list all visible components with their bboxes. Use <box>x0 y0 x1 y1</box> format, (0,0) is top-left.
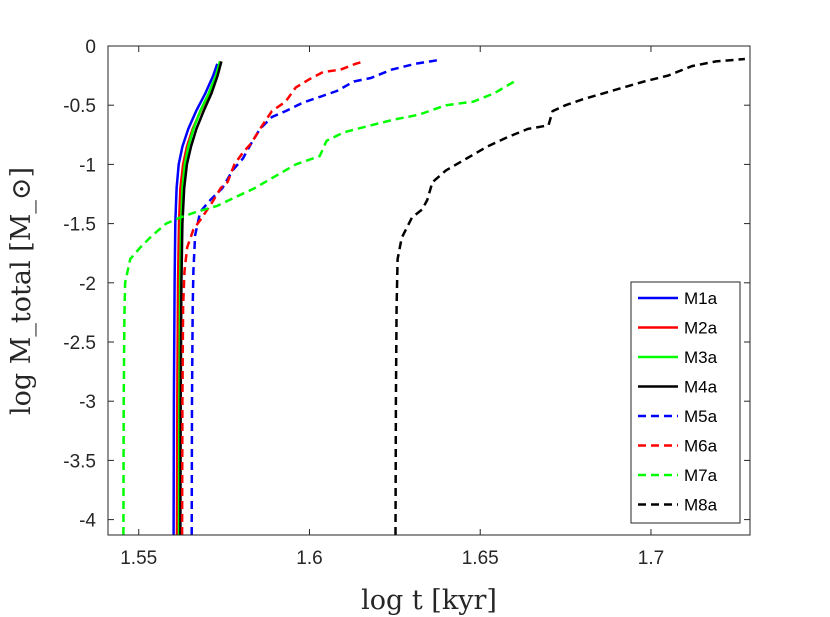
legend-label-m3a: M3a <box>684 348 718 367</box>
ticks-layer: 1.55 1.6 1.65 1.7 0 -0.5 -1 -1.5 -2 -2.5 -3 -3.5 -4 <box>63 37 750 569</box>
y-axis-label: log M_total [M_⊙] <box>6 167 37 415</box>
series-line-m4a <box>179 61 223 535</box>
x-tick-label: 1.7 <box>638 548 664 569</box>
series-line-m1a <box>172 63 219 535</box>
legend-label-m7a: M7a <box>684 466 718 485</box>
legend-label-m1a: M1a <box>684 289 718 308</box>
x-tick-label: 1.6 <box>296 548 322 569</box>
legend-label-m4a: M4a <box>684 378 718 397</box>
y-tick-label: -2.5 <box>63 333 96 354</box>
legend-box <box>630 281 741 524</box>
y-tick-label: -1.5 <box>63 215 96 236</box>
y-tick-label: -2 <box>79 274 96 295</box>
y-tick-label: -0.5 <box>63 96 96 117</box>
x-tick-label: 1.65 <box>462 548 499 569</box>
legend: M1a M2a M3a M4a M5a M6a M7a M8a <box>630 281 741 524</box>
y-tick-label: -3.5 <box>63 451 96 472</box>
legend-label-m2a: M2a <box>684 319 718 338</box>
series-line-m6a <box>180 60 365 535</box>
y-tick-label: -1 <box>79 155 96 176</box>
legend-label-m8a: M8a <box>684 496 718 515</box>
series-line-m8a <box>394 57 746 535</box>
series-line-m3a <box>177 61 222 535</box>
legend-label-m6a: M6a <box>684 437 718 456</box>
legend-label-m5a: M5a <box>684 407 718 426</box>
y-tick-label: -3 <box>79 392 96 413</box>
x-axis-label: log t [kyr] <box>361 585 497 616</box>
x-tick-label: 1.55 <box>120 548 157 569</box>
y-tick-label: 0 <box>85 37 96 58</box>
y-tick-label: -4 <box>79 511 96 532</box>
plot-frame <box>107 45 751 536</box>
series-layer <box>122 57 746 535</box>
legend-items: M1a M2a M3a M4a M5a M6a M7a M8a <box>638 289 718 515</box>
series-line-m7a <box>122 80 516 535</box>
